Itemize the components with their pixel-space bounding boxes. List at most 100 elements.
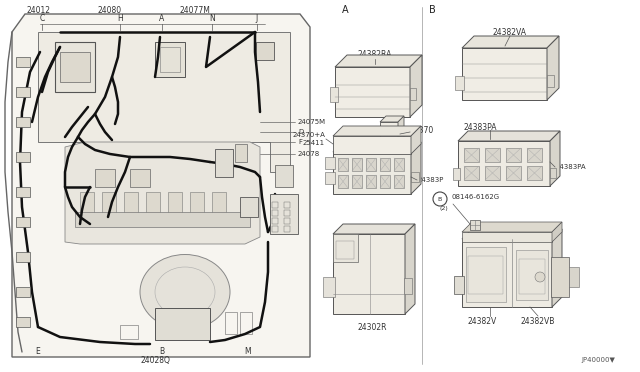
Polygon shape	[462, 36, 559, 48]
Bar	[16, 187, 30, 197]
Bar	[102, 192, 116, 217]
Bar	[120, 325, 138, 339]
Polygon shape	[398, 116, 404, 144]
Bar	[394, 175, 404, 188]
Bar	[272, 218, 278, 224]
Bar	[516, 250, 548, 300]
Polygon shape	[410, 55, 422, 117]
Bar	[338, 158, 348, 171]
Text: 24370+A: 24370+A	[292, 132, 325, 138]
Bar	[212, 192, 226, 217]
Bar	[462, 239, 552, 307]
Text: (2): (2)	[440, 205, 449, 211]
Bar	[519, 259, 545, 294]
Bar	[352, 175, 362, 188]
Text: D: D	[298, 129, 303, 135]
Bar	[235, 144, 247, 162]
Bar	[284, 226, 290, 232]
Ellipse shape	[140, 254, 230, 330]
Bar	[16, 287, 30, 297]
Polygon shape	[65, 142, 260, 244]
Text: B: B	[429, 5, 435, 15]
Polygon shape	[411, 126, 421, 154]
Text: A: A	[159, 13, 164, 22]
Bar	[225, 312, 237, 334]
Bar	[462, 232, 552, 242]
Text: 24382RA: 24382RA	[358, 49, 392, 58]
Text: C: C	[40, 13, 45, 22]
Text: 24075M: 24075M	[298, 119, 326, 125]
Bar	[352, 158, 362, 171]
Text: J: J	[256, 13, 258, 22]
Bar	[506, 148, 521, 162]
Bar	[527, 148, 542, 162]
Circle shape	[535, 272, 545, 282]
Polygon shape	[550, 131, 560, 186]
Polygon shape	[458, 131, 560, 141]
Bar	[55, 42, 95, 92]
Bar	[240, 197, 258, 217]
Bar	[323, 277, 335, 297]
Bar	[380, 158, 390, 171]
Text: N: N	[209, 13, 215, 22]
Text: 24078: 24078	[298, 151, 320, 157]
Bar	[547, 75, 554, 87]
Bar	[146, 192, 160, 217]
Polygon shape	[333, 126, 421, 136]
Bar	[256, 42, 274, 60]
Bar	[155, 308, 210, 340]
Bar	[16, 317, 30, 327]
Bar	[155, 42, 185, 77]
Bar	[325, 157, 335, 169]
Bar	[336, 241, 354, 259]
Bar	[284, 218, 290, 224]
Bar	[551, 257, 569, 297]
Bar	[75, 212, 250, 227]
Bar	[330, 87, 338, 102]
Polygon shape	[462, 222, 562, 232]
Polygon shape	[333, 142, 421, 152]
Bar	[333, 152, 411, 194]
Bar	[380, 122, 398, 144]
Bar	[284, 202, 290, 208]
Text: 24012: 24012	[26, 6, 50, 15]
Polygon shape	[333, 224, 415, 234]
Text: 24302R: 24302R	[357, 323, 387, 331]
Bar	[80, 192, 94, 217]
Bar	[160, 47, 180, 72]
Bar	[454, 276, 464, 294]
Polygon shape	[547, 36, 559, 100]
Polygon shape	[380, 116, 404, 122]
Bar	[410, 88, 416, 100]
Bar	[284, 210, 290, 216]
Bar	[333, 136, 411, 154]
Bar	[215, 149, 233, 177]
Bar	[464, 166, 479, 180]
Bar	[272, 226, 278, 232]
Bar	[470, 220, 480, 230]
Text: F: F	[298, 139, 302, 145]
Polygon shape	[552, 222, 562, 242]
Bar	[275, 165, 293, 187]
Bar	[168, 192, 182, 217]
Bar	[527, 166, 542, 180]
Bar	[394, 158, 404, 171]
Text: H: H	[117, 13, 123, 22]
Bar	[550, 168, 556, 178]
Bar	[338, 175, 348, 188]
Bar	[124, 192, 138, 217]
Bar	[455, 76, 464, 90]
Bar	[270, 194, 298, 234]
Text: 25411: 25411	[303, 140, 325, 146]
Bar	[380, 175, 390, 188]
Bar	[468, 256, 503, 294]
Text: JP40000▼: JP40000▼	[581, 357, 615, 363]
Bar	[485, 166, 500, 180]
Bar	[272, 202, 278, 208]
Text: B: B	[438, 196, 442, 202]
Bar	[333, 234, 358, 262]
Text: A: A	[342, 5, 348, 15]
Bar	[404, 278, 412, 294]
Bar	[335, 67, 410, 117]
Bar	[458, 141, 550, 186]
